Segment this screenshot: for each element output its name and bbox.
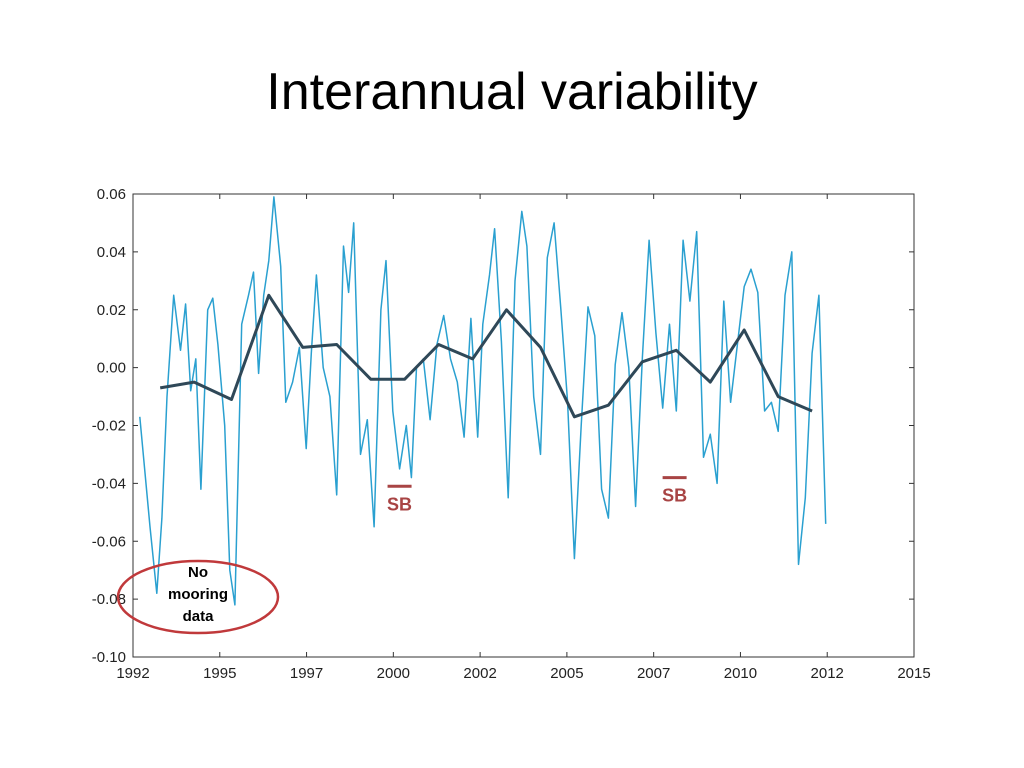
x-tick-label: 2005 (550, 665, 583, 682)
y-tick-label: 0.06 (97, 186, 126, 203)
x-tick-label: 2010 (724, 665, 757, 682)
y-tick-label: 0.04 (97, 244, 126, 261)
y-tick-label: -0.02 (92, 418, 126, 435)
plot-frame (132, 193, 915, 658)
x-tick-label: 2007 (637, 665, 670, 682)
no-data-label: mooring (168, 586, 228, 603)
x-tick-label: 2015 (897, 665, 930, 682)
no-data-ellipse (116, 559, 280, 635)
y-tick-label: -0.10 (92, 649, 126, 666)
x-tick-label: 2000 (377, 665, 410, 682)
slide-title: Interannual variability (266, 63, 758, 121)
x-tick-label: 2012 (811, 665, 844, 682)
series-line-monthly (139, 196, 827, 606)
y-tick-label: 0.00 (97, 360, 126, 377)
x-tick-label: 1995 (203, 665, 236, 682)
y-tick-label: -0.04 (92, 475, 126, 492)
no-data-label: data (183, 608, 215, 625)
series-line-annual (159, 293, 813, 419)
x-tick-label: 1997 (290, 665, 323, 682)
x-tick-label: 2002 (463, 665, 496, 682)
y-tick-label: -0.06 (92, 533, 126, 550)
y-tick-label: 0.02 (97, 302, 126, 319)
x-tick-label: 1992 (116, 665, 149, 682)
sb-label: SB (662, 486, 687, 506)
sb-label: SB (387, 494, 412, 514)
no-data-label: No (188, 564, 208, 581)
